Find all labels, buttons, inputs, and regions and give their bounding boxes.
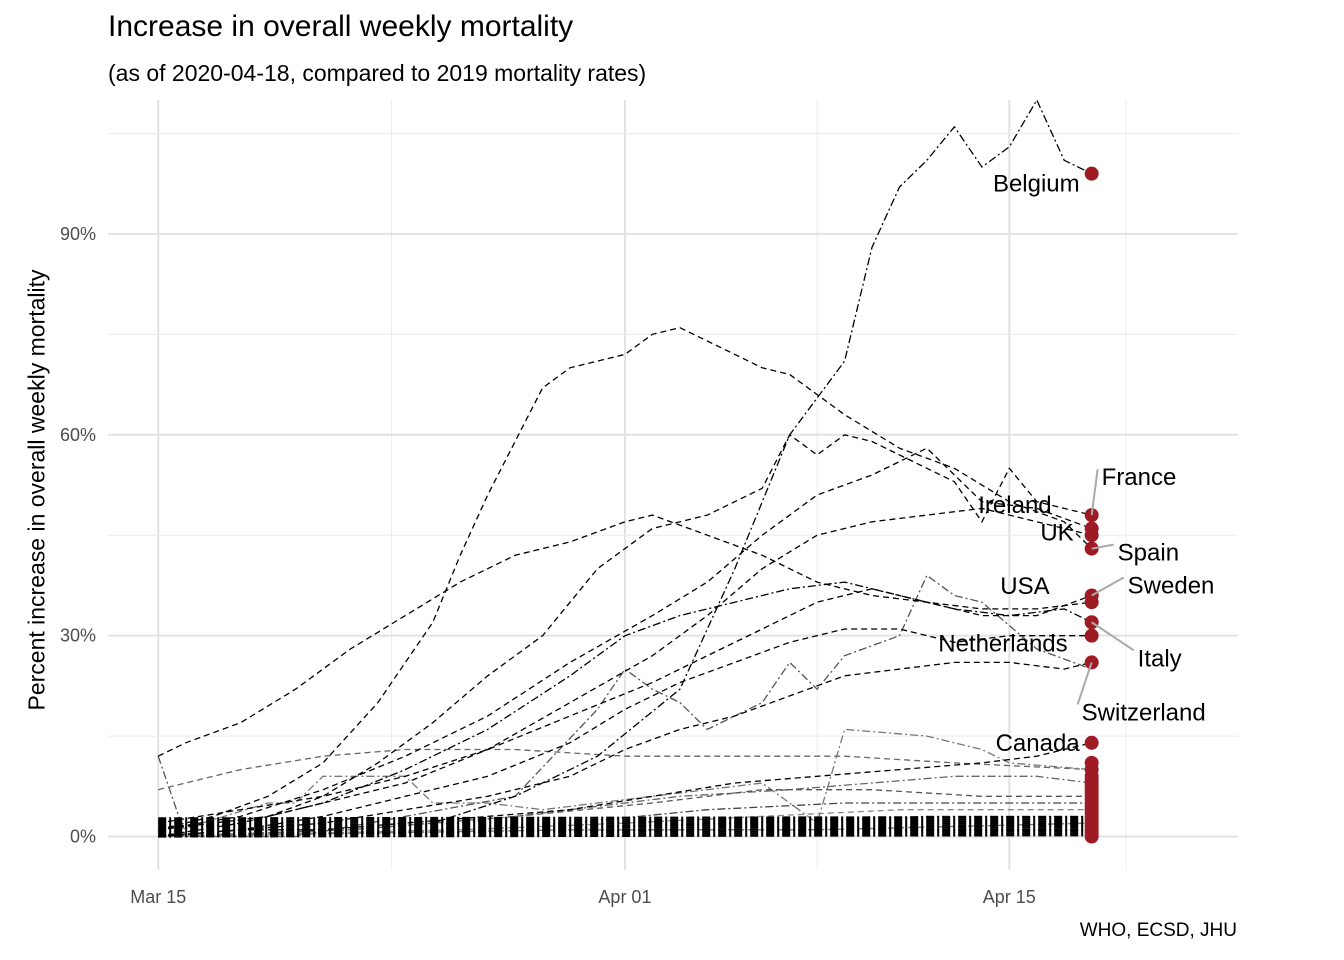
series-line-usa (157, 514, 1092, 757)
label-leader-france (1090, 469, 1099, 516)
background-series-line (158, 824, 1092, 828)
background-series (157, 574, 1092, 838)
end-point-ireland (1084, 528, 1099, 543)
y-tick-label: 90% (60, 224, 96, 244)
x-tick-label: Apr 01 (598, 887, 651, 907)
y-tick-label: 60% (60, 425, 96, 445)
series-line-italy (158, 581, 1092, 831)
background-series-line (157, 574, 1092, 838)
chart-title: Increase in overall weekly mortality (108, 10, 574, 43)
x-tick-label: Apr 15 (983, 887, 1036, 907)
label-canada: Canada (996, 730, 1081, 757)
background-series-line (158, 820, 1092, 824)
label-usa: USA (1000, 573, 1049, 600)
background-series-line (158, 748, 1092, 791)
series-line-france (158, 433, 1092, 831)
background-series-line (158, 816, 1092, 820)
series-line-ireland (158, 507, 1092, 838)
y-tick-label: 0% (70, 827, 96, 847)
axis-ticks: Mar 15 Apr 01 Apr 15 0% 30% 60% 90% (60, 224, 1036, 907)
background-series-line (158, 826, 1092, 830)
label-leader-sweden (1091, 576, 1125, 597)
background-series-line (158, 789, 1092, 838)
background-series-line (158, 832, 1092, 836)
series-line-canada (158, 742, 1092, 838)
background-series-line (158, 830, 1092, 834)
background-series-line (158, 728, 1092, 838)
end-point-canada (1084, 735, 1099, 750)
label-belgium: Belgium (993, 171, 1080, 198)
series-line-switzerland (158, 661, 1092, 838)
background-series-line (158, 822, 1092, 826)
background-series-line (158, 818, 1092, 822)
label-spain: Spain (1118, 540, 1179, 567)
label-leader-switzerland (1076, 662, 1093, 705)
end-point-usa (1084, 595, 1099, 610)
series-line-sweden (158, 588, 1092, 824)
end-point-netherlands (1084, 628, 1099, 643)
end-points (1084, 166, 1099, 844)
labeled-series (157, 98, 1093, 838)
label-italy: Italy (1138, 645, 1182, 672)
label-sweden: Sweden (1128, 572, 1215, 599)
chart-subtitle: (as of 2020-04-18, compared to 2019 mort… (108, 60, 647, 86)
label-leader-italy (1091, 621, 1135, 652)
series-line-netherlands (158, 628, 1092, 838)
y-tick-label: 30% (60, 626, 96, 646)
label-leader-spain (1091, 543, 1114, 550)
label-france: France (1102, 464, 1177, 491)
label-netherlands: Netherlands (938, 631, 1067, 658)
end-point (1084, 829, 1099, 844)
label-uk: UK (1040, 520, 1073, 547)
series-line-belgium (432, 98, 1092, 824)
series-line-spain (158, 327, 1093, 831)
chart-caption: WHO, ECSD, JHU (1079, 920, 1237, 941)
label-switzerland: Switzerland (1082, 699, 1206, 726)
background-series-line (158, 834, 1092, 838)
end-point-belgium (1084, 166, 1099, 181)
label-ireland: Ireland (978, 492, 1051, 519)
x-tick-label: Mar 15 (130, 887, 186, 907)
